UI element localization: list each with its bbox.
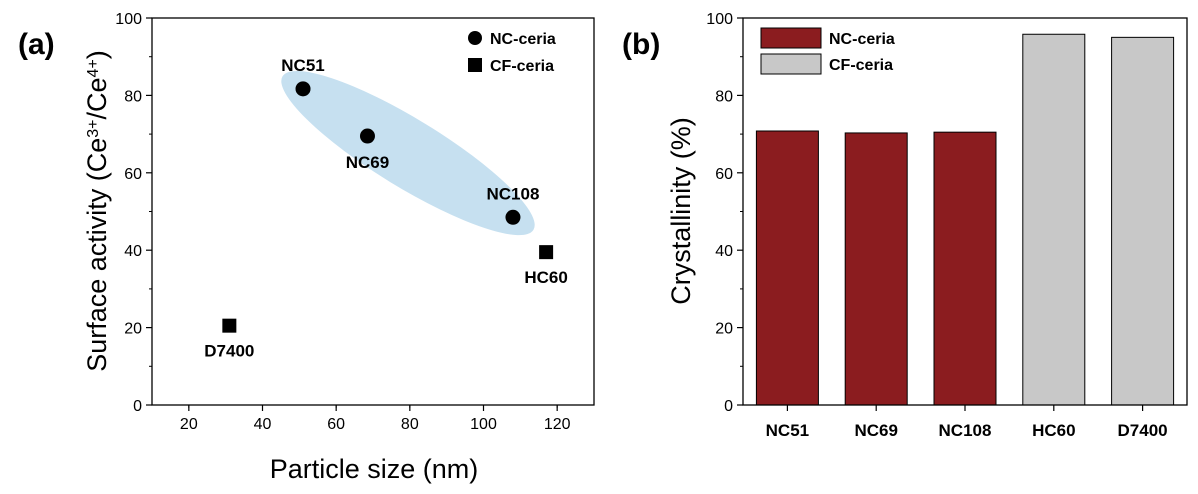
panel-a-x-axis-title: Particle size (nm): [270, 454, 479, 484]
panel-a-legend: NC-ceria CF-ceria: [468, 31, 556, 75]
b-y-tick-label-0: 0: [724, 398, 733, 415]
point-nc51: [295, 81, 311, 97]
legend-cf-ceria-square-marker: [468, 58, 482, 72]
panel-b-ticks: 0 20 40 60 80 100 NC51 NC69 NC108 HC60 D7400: [706, 11, 1167, 440]
category-label-hc60: HC60: [1032, 421, 1075, 440]
panel-a-label: (a): [18, 28, 55, 61]
category-label-d7400: D7400: [1118, 421, 1168, 440]
bar-hc60: [1022, 33, 1086, 406]
panel-b-legend: NC-ceria CF-ceria: [760, 27, 895, 75]
y-title-suffix: ): [82, 50, 112, 59]
y-title-middle: /Ce: [82, 77, 112, 119]
category-label-nc108: NC108: [939, 421, 992, 440]
bar-nc69: [844, 132, 908, 406]
panel-b-y-axis-title: Crystallinity (%): [666, 117, 696, 305]
point-label-d7400: D7400: [204, 342, 254, 361]
point-label-nc108: NC108: [487, 184, 540, 203]
legend-nc-ceria-label: NC-ceria: [490, 31, 556, 48]
bar-nc108: [933, 131, 997, 406]
x-tick-label-100: 100: [470, 416, 497, 433]
nc-ceria-trend-ellipse: [281, 70, 535, 236]
panel-b-bars: [755, 33, 1175, 406]
point-nc108: [505, 209, 521, 225]
legend-nc-ceria-label: NC-ceria: [829, 31, 895, 48]
category-label-nc51: NC51: [766, 421, 809, 440]
x-tick-label-20: 20: [180, 416, 198, 433]
x-tick-label-120: 120: [544, 416, 571, 433]
point-label-nc69: NC69: [346, 153, 389, 172]
panel-b: (b) 0 20 40 60 80 100 NC51 NC69 NC108 HC60 D7400 N…: [622, 11, 1188, 440]
x-tick-label-60: 60: [327, 416, 345, 433]
legend-cf-ceria-label: CF-ceria: [490, 58, 554, 75]
y-tick-label-0: 0: [133, 398, 142, 415]
y-tick-label-40: 40: [124, 243, 142, 260]
b-y-tick-label-100: 100: [706, 11, 733, 28]
y-tick-label-60: 60: [124, 166, 142, 183]
panel-a-ticks: 20 40 60 80 100 120 0 20 40 60 80 100: [115, 11, 570, 433]
b-y-tick-label-80: 80: [715, 88, 733, 105]
y-tick-label-100: 100: [115, 11, 142, 28]
x-tick-label-80: 80: [401, 416, 419, 433]
b-y-tick-label-60: 60: [715, 166, 733, 183]
point-d7400: [222, 318, 237, 333]
x-tick-label-40: 40: [254, 416, 272, 433]
panel-a-points: NC51 NC69 NC108 HC60 D7400: [204, 56, 568, 361]
category-label-nc69: NC69: [854, 421, 897, 440]
point-nc69: [359, 128, 375, 144]
y-title-sup-2: 4+: [85, 59, 102, 77]
point-hc60: [539, 245, 554, 260]
point-label-hc60: HC60: [524, 268, 567, 287]
y-tick-label-80: 80: [124, 88, 142, 105]
bar-nc51: [755, 130, 819, 406]
panel-b-label: (b): [622, 28, 660, 61]
b-y-tick-label-20: 20: [715, 321, 733, 338]
bar-d7400: [1111, 36, 1175, 406]
y-title-prefix: Surface activity (Ce: [82, 138, 112, 372]
y-tick-label-20: 20: [124, 321, 142, 338]
legend-nc-ceria-circle-marker: [468, 31, 482, 45]
y-title-sup-1: 3+: [85, 119, 102, 137]
nc-trend-highlight: [281, 70, 535, 236]
legend-nc-ceria-swatch: [760, 27, 822, 49]
point-label-nc51: NC51: [281, 56, 324, 75]
b-y-tick-label-40: 40: [715, 243, 733, 260]
legend-cf-ceria-swatch: [760, 53, 822, 75]
panel-a-y-axis-title: Surface activity (Ce3+/Ce4+): [82, 50, 112, 372]
legend-cf-ceria-label: CF-ceria: [829, 57, 893, 74]
